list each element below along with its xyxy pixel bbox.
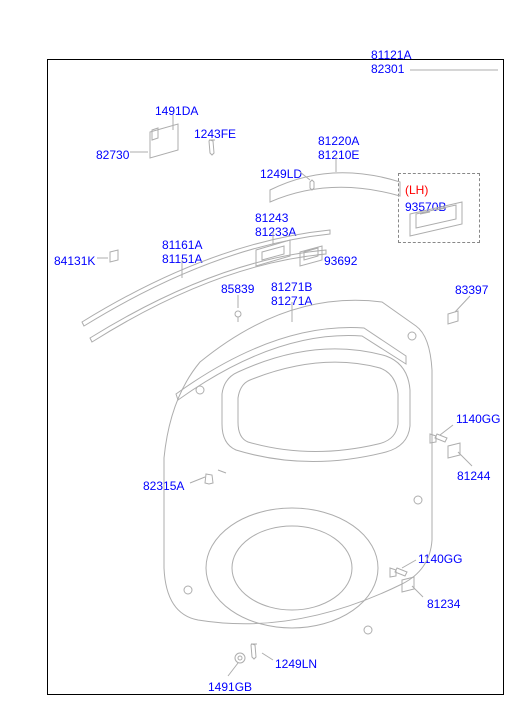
label-81271A: 81271A (271, 294, 312, 308)
label-81271B: 81271B (271, 280, 312, 294)
label-81210E: 81210E (318, 148, 359, 162)
label-83397: 83397 (455, 283, 488, 297)
label-93570B: 93570B (405, 200, 446, 214)
label-81151A: 81151A (162, 252, 202, 266)
label-81220A: 81220A (318, 134, 359, 148)
label-93692: 93692 (324, 254, 357, 268)
label-85839: 85839 (221, 282, 254, 296)
label-1249LN: 1249LN (275, 657, 317, 671)
label-81244: 81244 (457, 469, 490, 483)
label-1140GGa: 1140GG (456, 412, 500, 426)
label-LH: (LH) (405, 183, 428, 197)
label-82315A: 82315A (143, 479, 184, 493)
label-1140GGb: 1140GG (418, 552, 462, 566)
label-1491GB: 1491GB (208, 680, 252, 694)
label-81234: 81234 (427, 597, 460, 611)
label-81121A: 81121A (371, 48, 411, 62)
label-1491DA: 1491DA (155, 104, 198, 118)
label-81243: 81243 (255, 211, 288, 225)
label-82730: 82730 (96, 148, 129, 162)
label-1249LD: 1249LD (260, 167, 302, 181)
label-84131K: 84131K (54, 254, 95, 268)
label-82301: 82301 (371, 62, 404, 76)
label-81161A: 81161A (162, 238, 202, 252)
label-81233A: 81233A (255, 225, 296, 239)
label-1243FE: 1243FE (194, 127, 236, 141)
